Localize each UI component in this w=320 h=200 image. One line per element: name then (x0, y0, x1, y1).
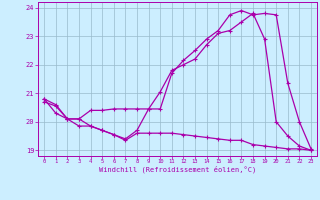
X-axis label: Windchill (Refroidissement éolien,°C): Windchill (Refroidissement éolien,°C) (99, 166, 256, 173)
